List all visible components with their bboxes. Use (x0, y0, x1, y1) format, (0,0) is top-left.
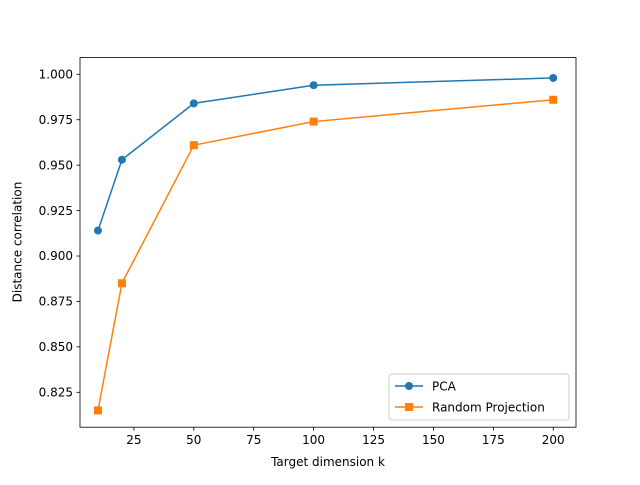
legend-box (388, 373, 570, 421)
legend-marker-1 (405, 403, 413, 411)
data-point-0-0 (93, 226, 102, 235)
plot-layer (93, 73, 558, 415)
x-tick-label-0: 25 (126, 433, 141, 447)
y-tick-label-5: 0.950 (39, 158, 73, 172)
legend-label-0: PCA (432, 379, 457, 393)
axes-frame (79, 57, 577, 428)
x-tick-label-1: 50 (186, 433, 201, 447)
x-tick-label-5: 150 (422, 433, 445, 447)
x-tick-label-6: 175 (482, 433, 505, 447)
y-tick-label-1: 0.850 (39, 340, 73, 354)
y-tick-label-2: 0.875 (39, 295, 73, 309)
legend-label-1: Random Projection (432, 400, 545, 414)
data-point-0-2 (189, 99, 198, 108)
y-tick-label-0: 0.825 (39, 386, 73, 400)
data-point-1-2 (189, 141, 198, 150)
data-point-1-0 (93, 406, 102, 415)
x-axis-label: Target dimension k (270, 455, 385, 469)
data-point-1-1 (117, 279, 126, 288)
data-point-1-4 (549, 95, 558, 104)
x-tick-label-7: 200 (542, 433, 565, 447)
x-tick-label-3: 100 (302, 433, 325, 447)
y-axis-label: Distance correlation (11, 182, 25, 303)
legend-marker-0 (405, 382, 413, 390)
y-tick-label-6: 0.975 (39, 113, 73, 127)
x-tick-label-2: 75 (246, 433, 261, 447)
y-tick-label-4: 0.925 (39, 204, 73, 218)
data-point-0-4 (549, 73, 558, 82)
y-tick-label-3: 0.900 (39, 249, 73, 263)
legend: PCA Random Projection (388, 373, 570, 421)
data-point-0-3 (309, 81, 318, 90)
data-point-0-1 (117, 155, 126, 164)
y-tick-label-7: 1.000 (39, 68, 73, 82)
data-point-1-3 (309, 117, 318, 126)
axes-layer: 25 50 75 100 125 150 175 200 0.825 0.850 0.875 0.90… (39, 57, 577, 447)
x-tick-label-4: 125 (362, 433, 385, 447)
